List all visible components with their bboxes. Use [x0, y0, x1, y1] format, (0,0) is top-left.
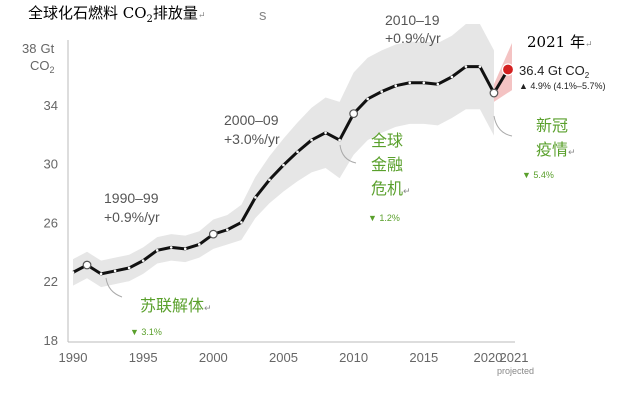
- x-tick-label: 1995: [129, 350, 158, 365]
- event-ussr-mark: ↵: [204, 304, 212, 314]
- chart-title-main: 全球化石燃料 CO: [28, 4, 147, 22]
- series-layer: [71, 65, 510, 276]
- y-unit-top: Gt: [40, 41, 54, 56]
- y-unit-value: 38: [22, 41, 36, 56]
- event-gfc-drop: ▼ 1.2%: [368, 213, 400, 223]
- projection-value-text: 36.4 Gt CO: [519, 63, 585, 78]
- data-point: [464, 65, 468, 68]
- x-tick-label: 1990: [59, 350, 88, 365]
- data-point: [408, 81, 412, 85]
- data-points: [71, 65, 499, 276]
- event-gfc-line1: 全球: [371, 131, 403, 150]
- data-point: [71, 271, 75, 274]
- y-tick-label: 34: [44, 98, 58, 113]
- data-point-marker: [489, 88, 499, 98]
- data-point: [394, 84, 398, 87]
- annotation-1990s-rate: +0.9%/yr: [104, 209, 160, 225]
- projection-year-text: 2021 年: [527, 33, 585, 51]
- projection-year-label: 2021 年↵: [527, 33, 593, 51]
- y-tick-label: 22: [44, 274, 58, 289]
- data-point: [422, 81, 426, 85]
- chart-title-mark: ↵: [198, 11, 206, 21]
- y-tick-label: 18: [44, 333, 58, 348]
- data-point: [338, 138, 341, 142]
- data-point: [310, 138, 313, 142]
- y-unit-co: CO: [30, 58, 50, 73]
- projection-point: [501, 63, 515, 76]
- x-tick-label: 2015: [409, 350, 438, 365]
- x-tick-label: 2000: [199, 350, 228, 365]
- data-point-marker: [349, 109, 359, 119]
- data-point: [113, 269, 117, 273]
- x-tick-label: 2021: [500, 350, 529, 365]
- data-point: [127, 266, 131, 270]
- event-ussr-label: 苏联解体↵: [140, 296, 212, 315]
- data-point: [240, 221, 243, 224]
- connector-gfc: [339, 144, 357, 164]
- event-covid-line1: 新冠: [536, 116, 568, 135]
- y-unit-sub: 2: [50, 65, 55, 75]
- data-point: [268, 178, 271, 182]
- y-unit-label: 38 Gt: [22, 41, 55, 56]
- event-gfc-mark: ↵: [403, 187, 411, 197]
- data-point: [183, 247, 187, 251]
- data-point: [436, 82, 440, 86]
- projection-change-label: ▲ 4.9% (4.1%–5.7%): [519, 81, 605, 91]
- event-covid-line2: 疫情↵: [536, 140, 576, 159]
- data-point-marker: [82, 260, 92, 270]
- data-point: [324, 131, 327, 135]
- chart-title: 全球化石燃料 CO2排放量↵: [28, 4, 205, 25]
- chart-title-sub: 2: [147, 14, 153, 25]
- annotation-2000s-label: 2000–09: [224, 112, 279, 128]
- data-point: [366, 97, 369, 101]
- annotation-2000s-rate: +3.0%/yr: [224, 131, 280, 147]
- x-tick-label: 2005: [269, 350, 298, 365]
- data-point: [169, 246, 173, 249]
- event-ussr-drop: ▼ 3.1%: [130, 327, 162, 337]
- projection-value-sub: 2: [585, 71, 590, 80]
- projection-year-mark: ↵: [585, 40, 593, 50]
- event-gfc-line3: 危机↵: [371, 179, 411, 198]
- event-covid-text2: 疫情: [536, 140, 568, 159]
- event-covid-mark: ↵: [568, 148, 576, 158]
- data-point-marker: [208, 229, 218, 239]
- annotation-2010s-label: 2010–19: [385, 12, 440, 28]
- x-projected-label: projected: [497, 366, 534, 376]
- annotation-2010s-rate: +0.9%/yr: [385, 30, 441, 46]
- x-tick-label: 2010: [339, 350, 368, 365]
- data-point: [254, 196, 257, 199]
- data-point: [141, 259, 145, 262]
- connector-covid: [493, 115, 513, 137]
- y-tick-label: 30: [44, 157, 58, 172]
- data-point: [282, 163, 285, 167]
- data-point: [155, 249, 159, 252]
- x-tick-label: 2020: [474, 350, 503, 365]
- data-point: [197, 243, 201, 246]
- y-unit-co2: CO2: [30, 58, 55, 75]
- event-covid-drop: ▼ 5.4%: [522, 170, 554, 180]
- data-point: [450, 75, 454, 79]
- data-point: [380, 90, 384, 93]
- data-point: [296, 150, 299, 154]
- y-tick-labels: 34 30 26 22 18: [44, 98, 58, 348]
- chart-title-stray: s: [259, 7, 267, 24]
- data-point: [226, 228, 229, 232]
- projection-value-label: 36.4 Gt CO2: [519, 63, 590, 80]
- event-gfc-line2: 金融: [371, 155, 403, 174]
- y-tick-label: 26: [44, 215, 58, 230]
- uncertainty-band: [73, 23, 494, 288]
- event-ussr-text: 苏联解体: [140, 296, 204, 315]
- data-point: [478, 65, 482, 68]
- data-point: [99, 272, 103, 276]
- event-gfc-text3: 危机: [371, 179, 403, 198]
- connector-ussr: [105, 277, 123, 298]
- chart-title-tail: 排放量: [153, 4, 198, 22]
- annotation-1990s-label: 1990–99: [104, 190, 159, 206]
